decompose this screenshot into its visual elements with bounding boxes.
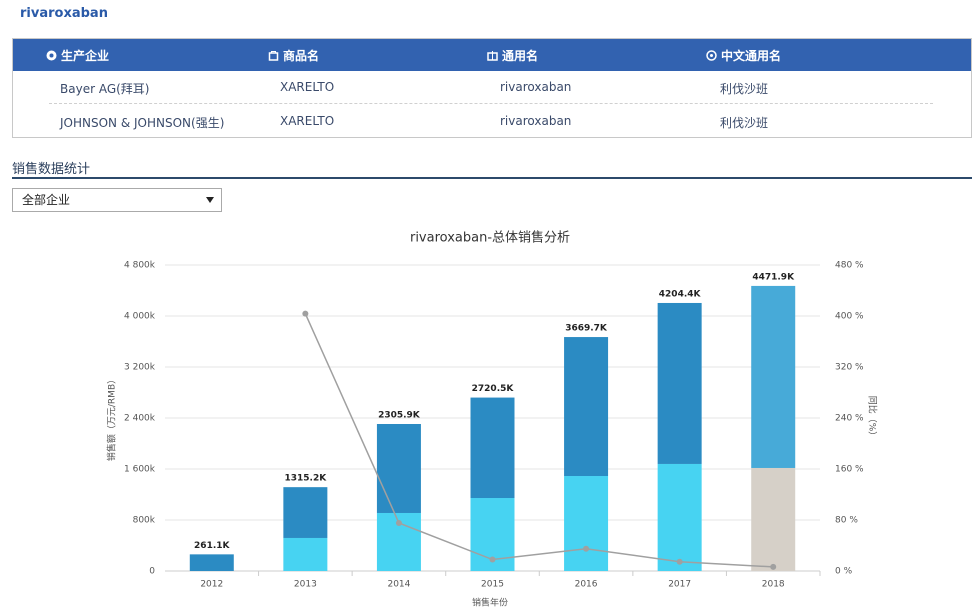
column-title: 生产企业 bbox=[61, 49, 110, 63]
bar-segment bbox=[751, 285, 796, 468]
column-header: 商品名 bbox=[268, 47, 319, 64]
total-label: 1315.2K bbox=[284, 474, 327, 484]
column-header: 通用名 bbox=[487, 47, 538, 64]
y2-tick-label: 160 % bbox=[835, 465, 864, 475]
growth-point bbox=[676, 558, 683, 565]
total-label: 261.1K bbox=[194, 541, 230, 551]
y2-tick-label: 400 % bbox=[835, 312, 864, 322]
growth-point bbox=[302, 310, 309, 317]
cell: rivaroxaban bbox=[500, 80, 572, 94]
bar-segment bbox=[470, 397, 515, 499]
y2-tick-label: 320 % bbox=[835, 363, 864, 373]
select-value: 全部企业 bbox=[22, 193, 71, 207]
y2-tick-label: 0 % bbox=[835, 567, 853, 577]
cell: 利伐沙班 bbox=[720, 82, 769, 96]
cell: rivaroxaban bbox=[500, 114, 572, 128]
total-label: 2305.9K bbox=[378, 410, 421, 420]
y-tick-label: 800k bbox=[133, 516, 156, 526]
y2-axis-label: 同比（%） bbox=[867, 396, 879, 441]
x-tick-label: 2016 bbox=[575, 580, 598, 590]
growth-point bbox=[395, 519, 402, 526]
select-arrow bbox=[206, 197, 214, 203]
y2-tick-label: 480 % bbox=[835, 261, 864, 271]
y-tick-label: 2 400k bbox=[124, 414, 156, 424]
cell: 利伐沙班 bbox=[720, 116, 769, 130]
bar-segment bbox=[283, 537, 328, 571]
x-tick-label: 2018 bbox=[762, 580, 785, 590]
column-title: 中文通用名 bbox=[721, 49, 782, 63]
growth-point bbox=[489, 556, 496, 563]
y2-tick-label: 80 % bbox=[835, 516, 858, 526]
section-title: 销售数据统计 bbox=[12, 162, 91, 177]
chart-title: rivaroxaban-总体销售分析 bbox=[410, 230, 570, 246]
bar-segment bbox=[751, 467, 796, 571]
y-tick-label: 3 200k bbox=[124, 363, 156, 373]
total-label: 4471.9K bbox=[752, 272, 795, 282]
x-tick-label: 2017 bbox=[668, 580, 691, 590]
growth-line bbox=[304, 313, 774, 568]
column-title: 商品名 bbox=[283, 49, 320, 63]
y-tick-label: 4 000k bbox=[124, 312, 156, 322]
y2-tick-label: 240 % bbox=[835, 414, 864, 424]
company-select[interactable]: 全部企业 bbox=[12, 188, 222, 212]
growth-point bbox=[583, 545, 590, 552]
page-title: rivaroxaban bbox=[20, 6, 108, 21]
company-table: 生产企业 商品名 通用名 中文通用名 Bayer AG(拜耳) XARELTO … bbox=[12, 38, 972, 138]
row-separator bbox=[49, 103, 933, 104]
column-header: 生产企业 bbox=[46, 47, 109, 64]
bar-segment bbox=[189, 554, 234, 571]
cell: XARELTO bbox=[280, 80, 335, 94]
bar-segment bbox=[564, 476, 609, 571]
growth-point bbox=[770, 563, 777, 570]
chart: rivaroxaban-总体销售分析 销售年份 销售额（万元/RMB） 同比（%… bbox=[106, 230, 879, 609]
x-tick-label: 2014 bbox=[387, 580, 410, 590]
cell: XARELTO bbox=[280, 114, 335, 128]
cell: Bayer AG(拜耳) bbox=[60, 82, 150, 96]
x-tick-label: 2013 bbox=[294, 580, 317, 590]
total-label: 3669.7K bbox=[565, 324, 608, 334]
x-tick-label: 2015 bbox=[481, 580, 504, 590]
table-header: 生产企业 商品名 通用名 中文通用名 bbox=[13, 39, 971, 71]
bar-segment bbox=[283, 487, 328, 538]
total-label: 2720.5K bbox=[472, 384, 515, 394]
column-title: 通用名 bbox=[502, 49, 539, 63]
x-axis-label: 销售年份 bbox=[472, 597, 508, 609]
section-rule bbox=[12, 177, 972, 179]
bar-segment bbox=[564, 337, 609, 477]
total-label: 4204.4K bbox=[659, 289, 702, 299]
x-tick-label: 2012 bbox=[200, 580, 223, 590]
bar-segment bbox=[657, 463, 702, 571]
bar-segment bbox=[376, 423, 421, 513]
y-tick-label: 0 bbox=[149, 567, 155, 577]
y-axis-label: 销售额（万元/RMB） bbox=[106, 375, 118, 461]
bar-segment bbox=[657, 302, 702, 464]
column-header: 中文通用名 bbox=[706, 47, 781, 64]
cell: JOHNSON & JOHNSON(强生) bbox=[60, 116, 225, 130]
y-tick-label: 4 800k bbox=[124, 261, 156, 271]
y-tick-label: 1 600k bbox=[124, 465, 156, 475]
